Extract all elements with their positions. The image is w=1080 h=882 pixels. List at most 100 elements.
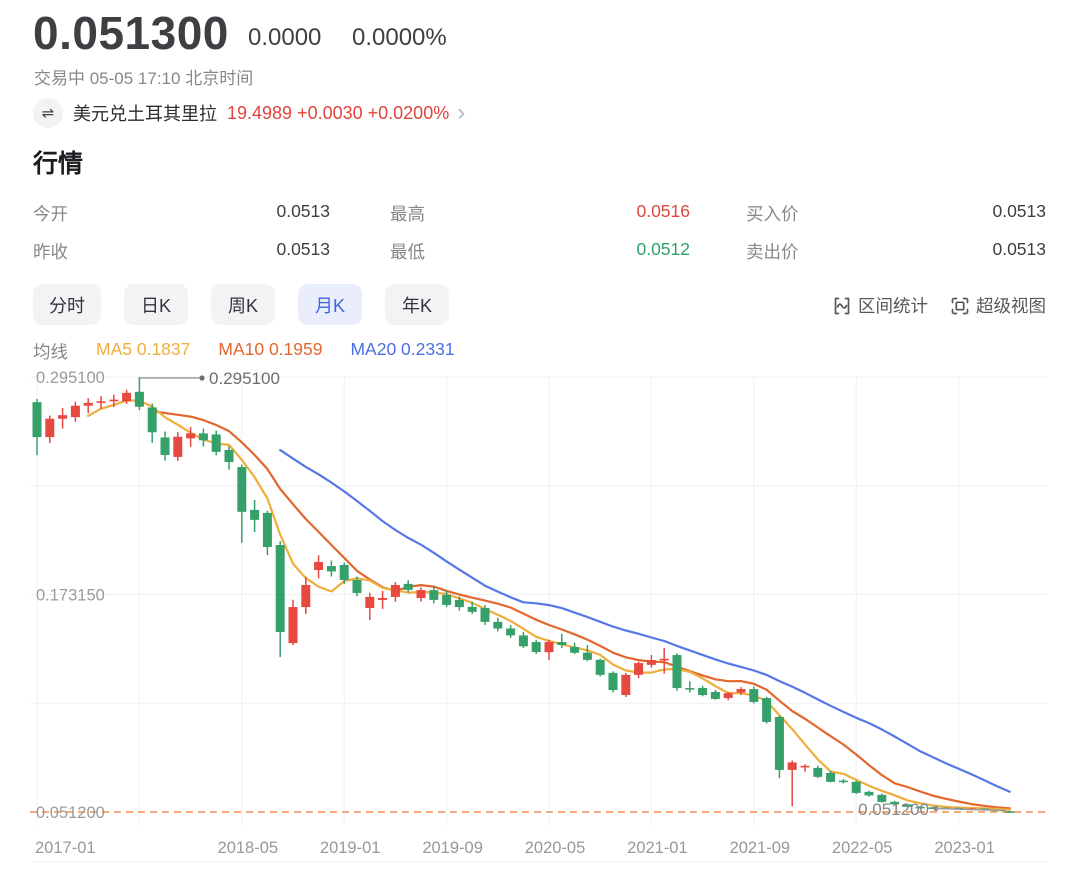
candle-2021-04[interactable] <box>685 688 695 690</box>
candle-2018-06[interactable] <box>250 509 260 520</box>
candle-2021-02[interactable] <box>659 658 669 661</box>
candle-2020-08[interactable] <box>582 652 592 660</box>
candle-2019-11[interactable] <box>467 606 477 612</box>
x-axis-label: 2017-01 <box>35 839 96 857</box>
candle-2018-10[interactable] <box>301 584 311 608</box>
candle-2018-12[interactable] <box>326 566 336 572</box>
candle-2019-06[interactable] <box>403 583 413 590</box>
candle-2019-09[interactable] <box>442 594 452 605</box>
candle-2022-04[interactable] <box>838 780 848 783</box>
candle-2017-06[interactable] <box>96 401 106 403</box>
candle-2020-12[interactable] <box>634 663 644 675</box>
tab-yearly-k[interactable]: 年K <box>385 284 449 325</box>
candle-2020-07[interactable] <box>570 647 580 653</box>
axis-labels: 0.295100 0.173150 0.051200 2017-01 2018-05 20… <box>35 369 995 857</box>
candle-2022-02[interactable] <box>813 767 823 777</box>
ma10-line <box>151 410 1011 810</box>
candle-2021-12[interactable] <box>787 762 797 770</box>
candle-2017-02[interactable] <box>45 418 55 438</box>
candle-2020-01[interactable] <box>493 621 503 629</box>
ma20-line <box>279 449 1011 793</box>
stats-row-1: 今开 0.0513 最高 0.0516 买入价 0.0513 <box>33 201 1047 225</box>
candle-2020-04[interactable] <box>531 642 541 653</box>
x-axis-label: 2019-01 <box>320 839 381 857</box>
candle-2021-10[interactable] <box>762 698 772 722</box>
candle-2022-09[interactable] <box>902 804 912 807</box>
candle-2017-08[interactable] <box>122 392 132 402</box>
candle-2019-03[interactable] <box>365 596 375 608</box>
candle-2020-02[interactable] <box>506 628 516 636</box>
candle-2018-09[interactable] <box>288 607 298 644</box>
chart-tools: 区间统计 超级视图 <box>832 293 1046 318</box>
candle-2020-11[interactable] <box>621 674 631 696</box>
candle-2018-03[interactable] <box>211 434 221 452</box>
candle-2017-05[interactable] <box>83 402 93 406</box>
candle-2022-07[interactable] <box>877 794 887 802</box>
candle-2019-05[interactable] <box>390 584 400 597</box>
candle-2017-03[interactable] <box>58 415 68 419</box>
candle-2022-08[interactable] <box>890 801 900 805</box>
candle-2017-11[interactable] <box>160 437 170 455</box>
range-stats-button[interactable]: 区间统计 <box>832 293 928 318</box>
candle-2019-08[interactable] <box>429 590 439 600</box>
candle-2021-01[interactable] <box>646 660 656 665</box>
candle-2019-02[interactable] <box>352 579 362 593</box>
candle-2019-12[interactable] <box>480 607 490 622</box>
candle-2022-11[interactable] <box>928 807 938 809</box>
candle-2017-12[interactable] <box>173 436 183 457</box>
candle-2019-04[interactable] <box>378 597 388 600</box>
price-change-percent: 0.0000% <box>352 24 447 51</box>
candle-2021-08[interactable] <box>736 689 746 693</box>
candlestick-series[interactable] <box>32 377 1015 813</box>
tab-monthly-k[interactable]: 月K <box>298 284 362 325</box>
candlestick-chart[interactable]: 0.295100 0.173150 0.051200 2017-01 2018-05 20… <box>0 369 1080 877</box>
x-axis-label: 2022-05 <box>832 839 893 857</box>
candle-2017-01[interactable] <box>32 402 42 438</box>
candle-2017-09[interactable] <box>134 391 144 407</box>
candle-2018-08[interactable] <box>275 545 285 633</box>
candle-2019-10[interactable] <box>454 599 464 608</box>
tab-weekly-k[interactable]: 周K <box>211 284 275 325</box>
super-view-button[interactable]: 超级视图 <box>950 293 1046 318</box>
swap-icon: ⇌ <box>33 98 63 128</box>
candle-2023-05[interactable] <box>1005 811 1015 813</box>
candle-2018-02[interactable] <box>198 433 208 441</box>
candle-2018-05[interactable] <box>237 467 247 512</box>
candle-2022-10[interactable] <box>915 806 925 809</box>
candle-2018-01[interactable] <box>186 433 196 439</box>
candle-2020-10[interactable] <box>608 672 618 691</box>
chevron-right-icon[interactable]: › <box>457 99 466 126</box>
x-axis-label: 2021-01 <box>627 839 688 857</box>
ma-legend: 均线 MA5 0.1837 MA10 0.1959 MA20 0.2331 <box>33 339 455 364</box>
stat-prev-close: 昨收 0.0513 <box>33 239 330 262</box>
candle-2022-01[interactable] <box>800 765 810 768</box>
candle-2021-06[interactable] <box>710 691 720 699</box>
candle-2021-11[interactable] <box>774 716 784 770</box>
related-pair-row[interactable]: ⇌ 美元兑土耳其里拉 19.4989 +0.0030 +0.0200% › <box>33 98 465 128</box>
tab-daily-k[interactable]: 日K <box>124 284 188 325</box>
candle-2018-04[interactable] <box>224 449 234 463</box>
candle-2020-03[interactable] <box>518 635 528 647</box>
candle-2022-05[interactable] <box>851 781 861 793</box>
candle-2021-05[interactable] <box>698 688 708 696</box>
candle-2020-06[interactable] <box>557 642 567 646</box>
candle-2021-03[interactable] <box>672 655 682 689</box>
price-change: 0.0000 <box>248 24 322 51</box>
candle-2022-03[interactable] <box>826 772 836 782</box>
candle-2017-10[interactable] <box>147 407 157 433</box>
candle-2022-06[interactable] <box>864 791 874 796</box>
candle-2021-09[interactable] <box>749 689 759 702</box>
x-axis-label: 2021-09 <box>730 839 791 857</box>
candle-2018-11[interactable] <box>314 561 324 570</box>
candle-2019-01[interactable] <box>339 564 349 580</box>
candle-2019-07[interactable] <box>416 590 426 598</box>
candle-2021-07[interactable] <box>723 693 733 699</box>
candle-2020-09[interactable] <box>595 659 605 675</box>
trading-status: 交易中 05-05 17:10 北京时间 <box>34 69 254 88</box>
tab-minute[interactable]: 分时 <box>33 284 101 325</box>
candle-2020-05[interactable] <box>544 642 554 653</box>
candle-2017-04[interactable] <box>70 405 80 418</box>
x-axis-label: 2018-05 <box>218 839 279 857</box>
candle-2017-07[interactable] <box>109 399 119 402</box>
candle-2018-07[interactable] <box>262 512 272 547</box>
